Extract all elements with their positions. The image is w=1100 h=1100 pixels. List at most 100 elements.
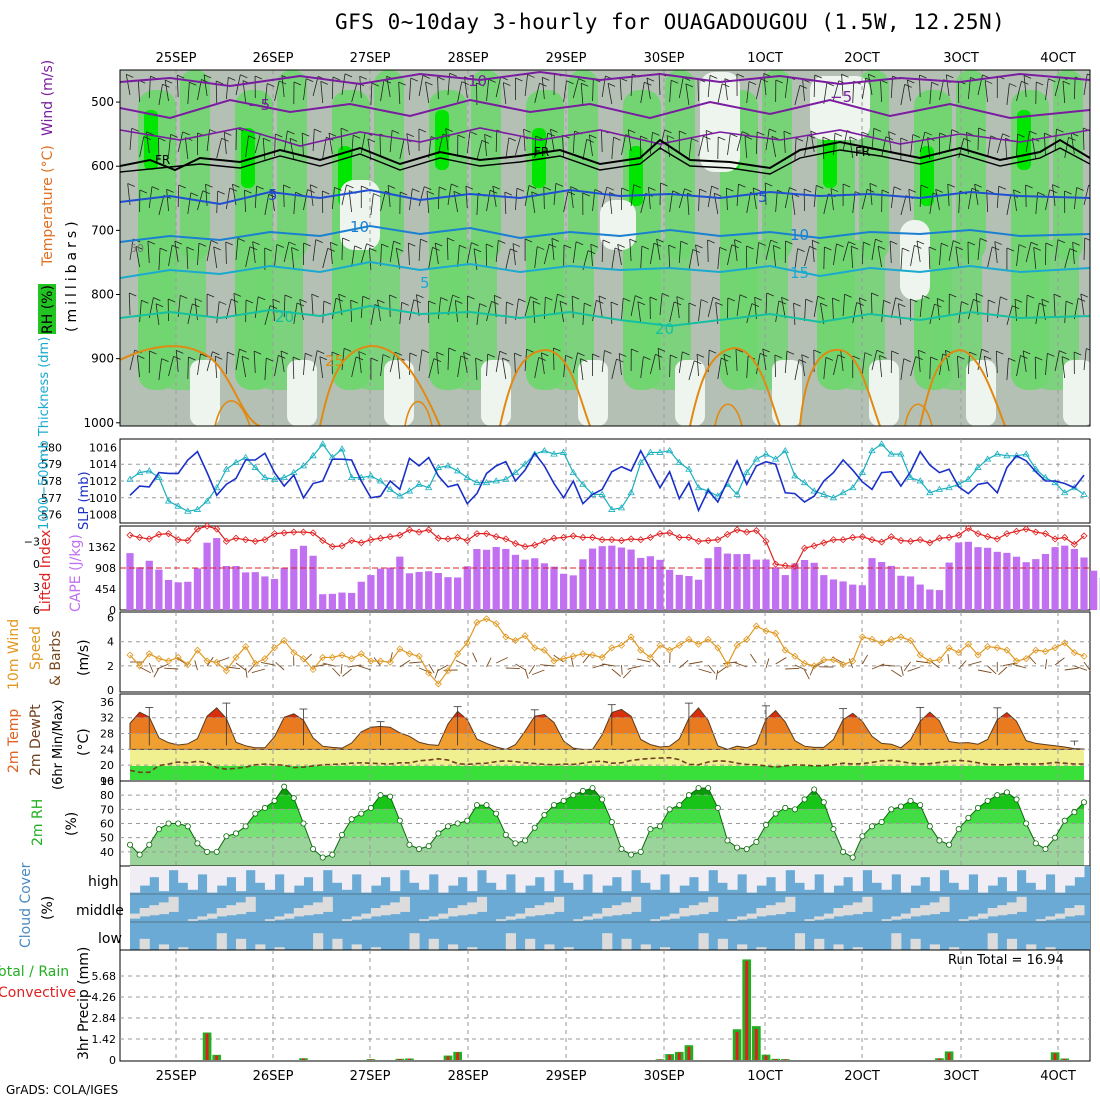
rh-point: [897, 803, 904, 810]
wind-barb-flag: [535, 135, 543, 140]
wind-barb: [967, 352, 970, 375]
cape-bar: [328, 593, 336, 610]
wind-barb-flag: [967, 241, 976, 246]
cape-bar: [637, 557, 645, 610]
cloud-low-block: [717, 938, 728, 950]
bottom-date-label: 1OCT: [747, 1069, 783, 1084]
rh-point: [522, 837, 529, 844]
lifted-index-point: [800, 544, 809, 552]
cloud-middle-block: [130, 913, 141, 919]
cloud-high-block: [766, 866, 777, 878]
rh-legend-swatch: [38, 284, 56, 334]
wind-barb-flag: [727, 297, 735, 302]
label-convective: Convective: [0, 985, 76, 1001]
thickness-point: [319, 440, 327, 447]
wind-barb-flag: [881, 189, 890, 194]
wind-barb: [505, 667, 520, 669]
label-lifted-index: Lifted Index: [38, 530, 54, 612]
wind-barb-flag: [949, 293, 957, 298]
rh-point: [975, 804, 982, 811]
wind-barb-flag: [151, 186, 160, 191]
wind-barb-flag: [783, 130, 792, 135]
wind-barb-flag: [812, 239, 820, 244]
lifted-index-point: [299, 528, 308, 536]
wind-barb: [232, 184, 237, 206]
wind-barb: [974, 184, 979, 206]
wind-barb-flag: [941, 242, 949, 247]
wind-barb-flag: [241, 355, 250, 360]
cloud-middle-block: [611, 905, 622, 916]
cape-bar: [232, 566, 240, 610]
wind-barb: [678, 351, 683, 374]
lifted-index-point: [270, 530, 279, 538]
cloud-high-block: [486, 866, 497, 883]
wind-barb: [1012, 664, 1027, 669]
wind-barb-flag: [287, 130, 295, 135]
wind-barb: [880, 80, 883, 103]
cloud-high-block: [534, 866, 545, 878]
wind-barb-flag: [888, 131, 896, 136]
wind-barb-flag: [555, 182, 564, 187]
wind-barb: [890, 297, 896, 319]
rh-point: [888, 806, 895, 813]
lifted-index-point: [935, 534, 944, 542]
rh-point: [358, 810, 365, 817]
wind-barb: [582, 139, 588, 161]
wind-barb: [397, 357, 401, 380]
wind-barb: [617, 244, 622, 266]
wind-barb: [515, 298, 519, 321]
lifted-index-point: [357, 539, 365, 547]
lifted-index-point: [714, 536, 722, 544]
cape-bar: [242, 572, 250, 610]
wind-barb-flag: [237, 237, 246, 242]
wind-barb-flag: [253, 350, 262, 355]
wind-barb: [543, 187, 545, 210]
wind-barb: [910, 245, 915, 267]
wind-barb: [640, 356, 644, 379]
precip-convective-bar: [398, 1058, 402, 1060]
cloud-high-block: [958, 866, 969, 890]
wind-barb: [1053, 294, 1056, 317]
wind-barb: [495, 130, 498, 153]
lifted-index-point: [598, 536, 606, 544]
rh-blob: [643, 240, 691, 390]
wind-barb: [1083, 184, 1090, 206]
wind-barb: [303, 189, 308, 211]
wind-barb-flag: [668, 244, 676, 249]
wind-barb: [804, 135, 809, 157]
rh-point: [204, 848, 211, 855]
label-temp-15a: 5: [420, 274, 430, 292]
wind-barb: [373, 657, 381, 667]
lifted-index-point: [733, 526, 741, 534]
lifted-index-point: [608, 536, 616, 544]
wind-barb: [197, 353, 201, 376]
wind-barb-flag: [206, 293, 215, 298]
wind-barb: [299, 299, 304, 321]
rh-point: [743, 846, 750, 853]
thickness-point: [964, 475, 973, 482]
thickness-point: [531, 450, 539, 457]
wind-speed-point: [299, 655, 308, 663]
lifted-index-point: [396, 531, 404, 539]
cloud-middle-block: [862, 896, 873, 912]
cape-bar: [926, 589, 934, 610]
wind-barb-flag: [1065, 300, 1074, 305]
cape-bar: [299, 545, 308, 610]
wind-barb: [794, 138, 797, 161]
wind-barb: [987, 300, 989, 323]
wind-speed-point: [627, 633, 635, 641]
wind-barb-flag: [898, 303, 906, 308]
wind-barb-flag: [961, 301, 969, 306]
lifted-index-point: [434, 534, 442, 542]
wind-barb: [1080, 293, 1085, 316]
wind-barb: [842, 294, 846, 317]
wind-barb-flag: [1037, 191, 1045, 196]
wind-barb-flag: [239, 348, 247, 353]
wind-barb: [717, 247, 721, 270]
thickness-point: [1061, 488, 1069, 496]
wind-barb: [871, 239, 876, 261]
cloud-high-block: [698, 866, 709, 892]
wind-barb-flag: [684, 188, 692, 193]
wind-barb: [475, 358, 478, 381]
wind-barb-flag: [979, 238, 988, 242]
